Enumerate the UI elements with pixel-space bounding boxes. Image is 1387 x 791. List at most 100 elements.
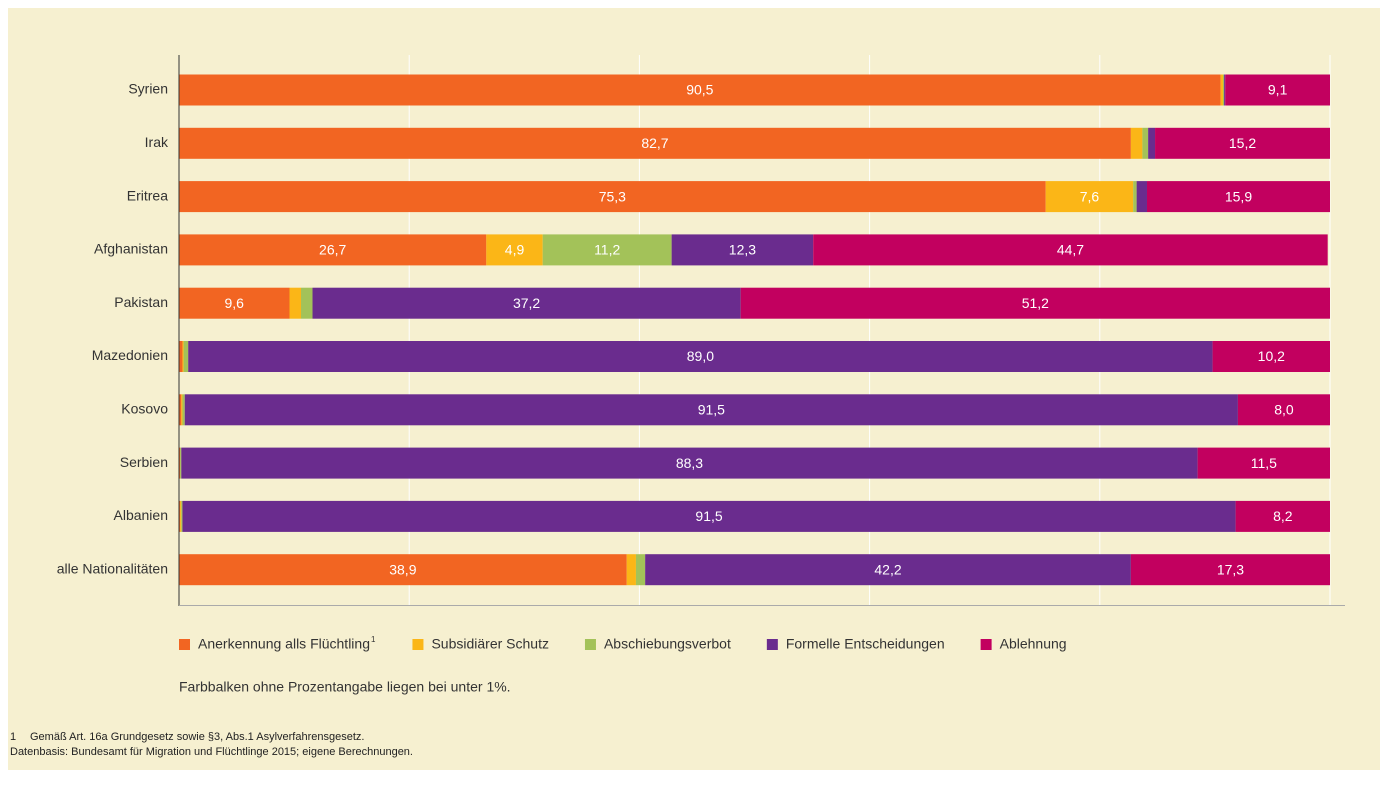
data-label: 75,3 <box>599 188 626 204</box>
y-tick-label: Serbien <box>120 454 168 470</box>
data-label: 91,5 <box>698 402 725 418</box>
bar-segment <box>1237 394 1330 426</box>
bar-segment <box>542 234 672 266</box>
note: Farbbalken ohne Prozentangabe liegen bei… <box>179 679 511 695</box>
bar-segment <box>181 500 183 532</box>
bar-segment <box>181 447 1198 479</box>
legend-swatch <box>179 639 190 650</box>
legend-swatch <box>766 639 778 650</box>
legend-swatch <box>412 639 424 650</box>
bar-segment <box>1136 181 1147 213</box>
data-label: 37,2 <box>513 295 540 311</box>
bar-segment <box>183 341 189 372</box>
bar-segment <box>179 127 1131 159</box>
bar-segment <box>1220 74 1223 106</box>
bar-segment <box>1130 554 1330 586</box>
bar-segment <box>312 287 741 319</box>
bar-segment <box>486 234 543 266</box>
bar-segment <box>179 500 181 532</box>
y-tick-label: Irak <box>145 134 169 150</box>
bar-segment <box>181 394 183 426</box>
data-label: 42,2 <box>874 561 901 577</box>
bar-segment <box>671 234 814 266</box>
data-label: 15,2 <box>1229 135 1256 151</box>
y-tick-label: alle Nationalitäten <box>57 560 168 576</box>
bar-segment <box>179 554 627 586</box>
bar-segment <box>1224 74 1226 106</box>
bar-segment <box>180 500 182 532</box>
bar-segment <box>645 554 1131 586</box>
bar-segment <box>1146 181 1330 213</box>
data-label: 17,3 <box>1217 561 1244 577</box>
bar-segment <box>1197 447 1330 479</box>
y-tick-label: Syrien <box>128 81 168 97</box>
data-label: 44,7 <box>1057 242 1084 258</box>
data-label: 10,2 <box>1258 348 1285 364</box>
bar-segment <box>1155 127 1330 159</box>
data-label: 15,9 <box>1225 188 1252 204</box>
legend-label: Subsidiärer Schutz <box>431 636 549 652</box>
bar-segment <box>626 554 636 586</box>
data-label: 8,0 <box>1274 402 1294 418</box>
y-tick-label: Pakistan <box>114 294 168 310</box>
bar-segment <box>740 287 1330 319</box>
y-tick-label: Eritrea <box>127 187 168 203</box>
data-label: 26,7 <box>319 242 346 258</box>
bar-segment <box>1222 74 1225 106</box>
data-label: 89,0 <box>687 348 714 364</box>
bar-segment <box>1142 127 1149 159</box>
bar-segment <box>289 287 302 319</box>
data-label: 9,1 <box>1268 82 1288 98</box>
bar-segment <box>813 234 1328 266</box>
legend-label: Anerkennung alls Flüchtling <box>198 636 370 652</box>
panel <box>8 8 1380 770</box>
bar-segment <box>179 181 1046 213</box>
y-tick-label: Mazedonien <box>92 347 168 363</box>
bar-segment <box>1130 127 1143 159</box>
legend-footnote-mark: 1 <box>371 635 376 644</box>
bar-segment <box>179 74 1221 106</box>
bar-segment <box>188 341 1213 372</box>
bar-segment <box>1235 500 1330 532</box>
source: Datenbasis: Bundesamt für Migration und … <box>10 746 413 758</box>
data-label: 11,5 <box>1251 455 1277 471</box>
data-label: 7,6 <box>1080 188 1100 204</box>
data-label: 51,2 <box>1022 295 1049 311</box>
data-label: 38,9 <box>389 561 416 577</box>
data-label: 4,9 <box>505 242 525 258</box>
y-tick-label: Albanien <box>114 507 169 523</box>
legend-label: Formelle Entscheidungen <box>786 636 945 652</box>
footnote-text: Gemäß Art. 16a Grundgesetz sowie §3, Abs… <box>30 731 364 743</box>
bar-segment <box>635 554 646 586</box>
data-label: 8,2 <box>1273 508 1293 524</box>
bar-segment <box>1225 74 1330 106</box>
bar-segment <box>1045 181 1134 213</box>
data-label: 82,7 <box>641 135 668 151</box>
legend-label: Abschiebungsverbot <box>604 636 731 652</box>
bar-segment <box>182 394 185 426</box>
bar-segment <box>1212 341 1330 372</box>
bar-segment <box>301 287 313 319</box>
legend-label: Ablehnung <box>1000 636 1067 652</box>
bar-segment <box>179 287 290 319</box>
bar-segment <box>184 394 1238 426</box>
legend-swatch <box>980 639 992 650</box>
bar-segment <box>179 234 487 266</box>
footnote-marker: 1 <box>10 731 16 743</box>
bar-segment <box>179 447 181 479</box>
bar-segment <box>182 341 184 372</box>
y-tick-label: Afghanistan <box>94 241 168 257</box>
data-label: 91,5 <box>695 508 722 524</box>
data-label: 9,6 <box>225 295 245 311</box>
bar-segment <box>1148 127 1156 159</box>
bar-segment <box>180 447 182 479</box>
data-label: 11,2 <box>594 242 620 258</box>
legend-swatch <box>584 639 596 650</box>
bar-segment <box>1133 181 1137 213</box>
y-tick-label: Kosovo <box>121 401 168 417</box>
data-label: 90,5 <box>686 82 713 98</box>
data-label: 88,3 <box>676 455 703 471</box>
bar-segment <box>179 394 182 426</box>
data-label: 12,3 <box>729 242 756 258</box>
